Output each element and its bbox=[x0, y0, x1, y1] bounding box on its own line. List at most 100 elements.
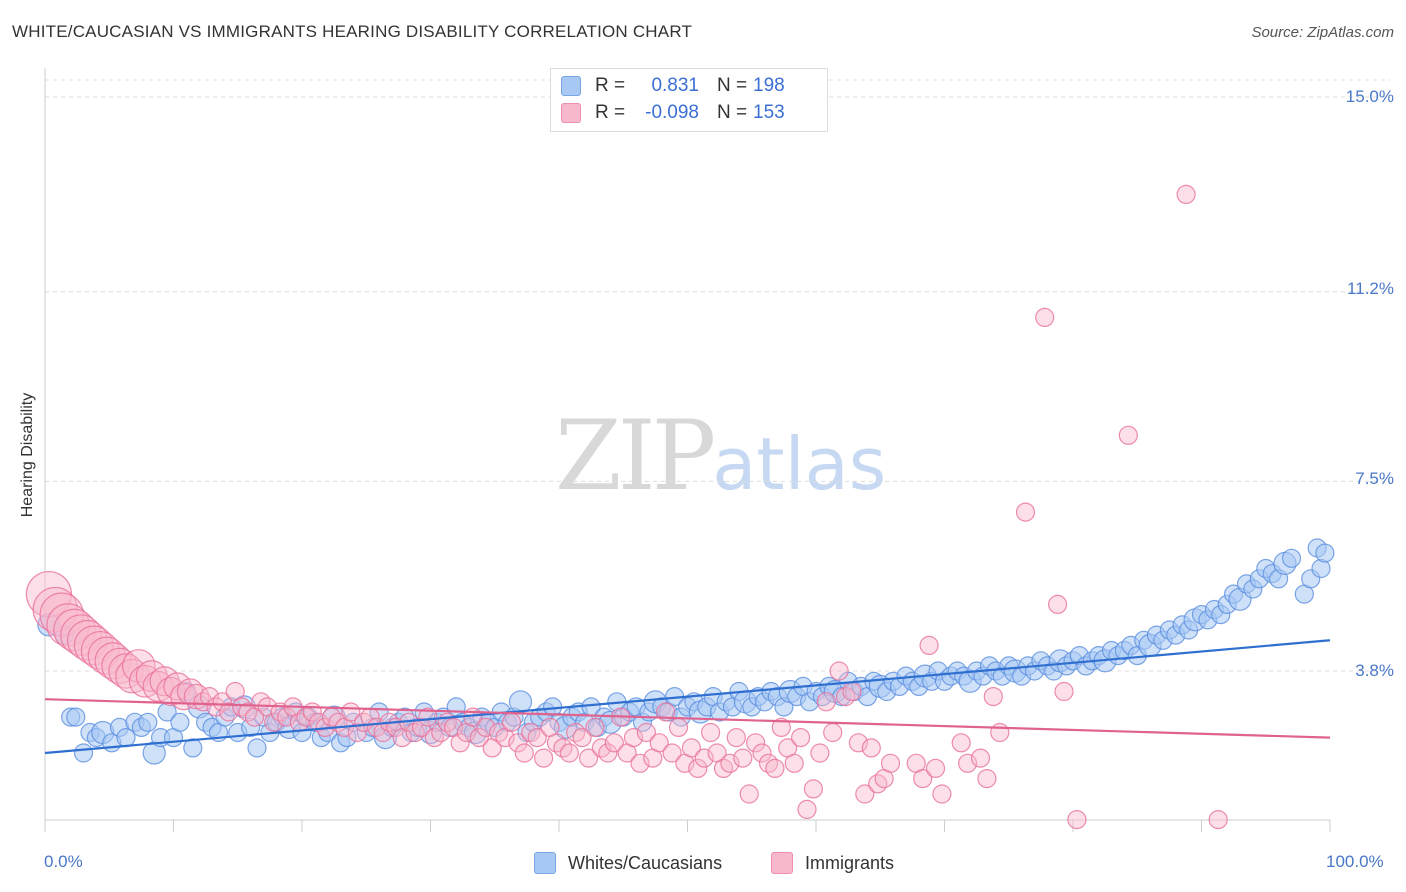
data-point-immigrants bbox=[726, 727, 746, 748]
x-tick-label-right: 100.0% bbox=[1326, 852, 1384, 871]
legend-swatch-whites bbox=[561, 76, 581, 96]
data-point-immigrants bbox=[790, 727, 811, 748]
data-point-immigrants bbox=[431, 722, 451, 743]
data-point-immigrants bbox=[501, 712, 522, 732]
data-point-immigrants bbox=[1118, 425, 1138, 445]
data-point-immigrants bbox=[533, 748, 554, 768]
legend-r-label: R = bbox=[595, 102, 626, 123]
data-point-immigrants bbox=[771, 717, 791, 738]
bottom-legend-whites: Whites/Caucasians bbox=[534, 852, 722, 874]
data-point-immigrants bbox=[700, 722, 721, 743]
legend-r-value: 0.831 bbox=[651, 75, 699, 96]
data-point-immigrants bbox=[578, 748, 599, 768]
data-point-immigrants bbox=[476, 717, 496, 738]
data-point-immigrants bbox=[73, 625, 114, 666]
data-point-immigrants bbox=[108, 653, 144, 689]
data-point-immigrants bbox=[193, 692, 213, 712]
data-point-immigrants bbox=[803, 779, 824, 799]
data-point-immigrants bbox=[1015, 502, 1036, 522]
data-point-immigrants bbox=[232, 697, 252, 717]
data-point-immigrants bbox=[521, 722, 541, 743]
y-tick-label: 15.0% bbox=[1345, 87, 1394, 106]
data-point-immigrants bbox=[810, 743, 830, 763]
data-point-immigrants bbox=[983, 686, 1003, 707]
data-point-immigrants bbox=[990, 722, 1010, 743]
data-point-whites bbox=[247, 738, 267, 758]
legend-swatch-immigrants bbox=[561, 103, 581, 123]
data-point-immigrants bbox=[688, 758, 708, 779]
data-point-immigrants bbox=[784, 753, 804, 773]
data-point-immigrants bbox=[405, 722, 425, 743]
data-point-immigrants bbox=[816, 692, 836, 712]
data-point-immigrants bbox=[861, 738, 881, 758]
data-point-immigrants bbox=[951, 733, 971, 753]
data-point-immigrants bbox=[649, 733, 669, 753]
data-point-immigrants bbox=[87, 636, 126, 675]
data-point-whites bbox=[241, 717, 261, 738]
data-point-immigrants bbox=[559, 743, 579, 763]
legend-n-label: N = bbox=[717, 75, 748, 96]
data-point-whites bbox=[170, 712, 190, 732]
data-point-immigrants bbox=[733, 748, 753, 768]
data-point-immigrants bbox=[1054, 681, 1074, 702]
data-point-immigrants bbox=[713, 758, 734, 779]
legend-row-immigrants: R = -0.098 N = 153 bbox=[561, 100, 785, 126]
y-tick-label: 11.2% bbox=[1347, 279, 1394, 298]
data-point-immigrants bbox=[681, 738, 702, 758]
data-point-immigrants bbox=[656, 702, 676, 722]
data-point-whites bbox=[138, 712, 158, 732]
data-point-immigrants bbox=[199, 686, 220, 707]
data-point-immigrants bbox=[296, 707, 316, 727]
legend-n-value: 198 bbox=[753, 75, 785, 96]
data-point-immigrants bbox=[765, 758, 785, 779]
data-point-immigrants bbox=[1067, 809, 1087, 830]
trendline-immigrants bbox=[44, 698, 1331, 739]
data-point-immigrants bbox=[212, 692, 232, 712]
data-point-whites bbox=[1315, 543, 1335, 563]
data-point-immigrants bbox=[347, 722, 367, 743]
data-point-immigrants bbox=[758, 753, 779, 773]
data-point-immigrants bbox=[925, 758, 946, 779]
data-point-whites bbox=[1281, 548, 1302, 568]
data-point-immigrants bbox=[604, 733, 624, 753]
data-point-immigrants bbox=[842, 681, 862, 702]
data-point-immigrants bbox=[411, 717, 432, 738]
y-tick-label: 7.5% bbox=[1355, 469, 1394, 488]
data-point-immigrants bbox=[469, 727, 489, 748]
legend-r-label: R = bbox=[595, 75, 626, 96]
data-point-immigrants bbox=[1035, 307, 1055, 327]
data-point-immigrants bbox=[823, 722, 843, 743]
data-point-immigrants bbox=[553, 738, 573, 758]
data-point-immigrants bbox=[546, 733, 567, 753]
y-tick-label: 3.8% bbox=[1355, 661, 1394, 680]
bottom-legend-swatch-whites bbox=[534, 852, 556, 874]
data-point-immigrants bbox=[1047, 594, 1068, 615]
x-tick-label-left: 0.0% bbox=[44, 852, 83, 871]
data-point-immigrants bbox=[630, 753, 650, 773]
data-point-immigrants bbox=[636, 722, 657, 743]
data-point-immigrants bbox=[598, 743, 618, 763]
data-point-immigrants bbox=[913, 768, 933, 789]
source-label: Source: ZipAtlas.com bbox=[1251, 24, 1394, 41]
bottom-legend-swatch-immigrants bbox=[771, 852, 793, 874]
data-point-immigrants bbox=[745, 733, 766, 753]
chart-title: WHITE/CAUCASIAN VS IMMIGRANTS HEARING DI… bbox=[12, 22, 693, 41]
data-point-whites bbox=[183, 738, 203, 758]
data-point-immigrants bbox=[424, 727, 444, 748]
watermark-zip: ZIP bbox=[555, 400, 716, 512]
data-point-immigrants bbox=[932, 784, 952, 804]
data-point-immigrants bbox=[739, 784, 759, 804]
data-point-immigrants bbox=[880, 753, 901, 773]
bottom-legend-immigrants: Immigrants bbox=[771, 852, 894, 874]
trendline-whites bbox=[44, 639, 1331, 755]
data-point-immigrants bbox=[277, 707, 297, 727]
data-point-immigrants bbox=[752, 743, 772, 763]
data-point-immigrants bbox=[868, 774, 888, 794]
data-point-immigrants bbox=[572, 727, 592, 748]
data-point-immigrants bbox=[514, 743, 534, 763]
data-point-immigrants bbox=[1176, 184, 1196, 204]
watermark-atlas: atlas bbox=[712, 422, 887, 506]
data-point-immigrants bbox=[977, 768, 997, 789]
data-point-whites bbox=[414, 702, 434, 722]
